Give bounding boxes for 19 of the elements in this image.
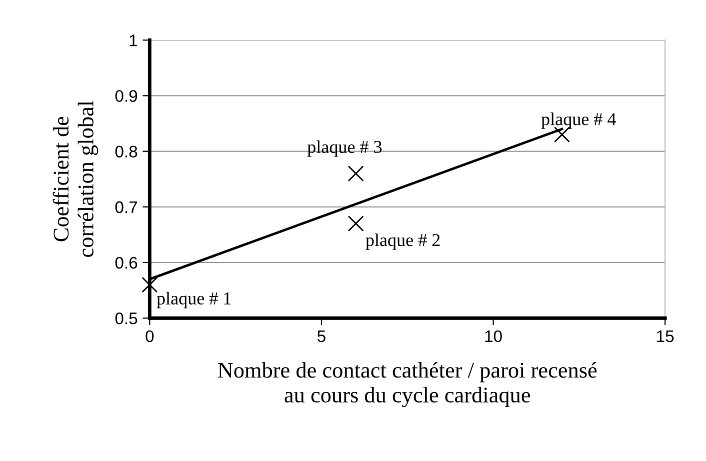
x-tick-label: 0 (146, 330, 154, 342)
annotation: plaque # 1 (156, 292, 231, 308)
y-tick-label: 0.5 (115, 312, 138, 324)
point (348, 166, 364, 182)
x-tick-label: 5 (318, 330, 326, 342)
y-tick-label: 1 (130, 34, 138, 46)
point (142, 276, 158, 293)
y-axis-title: Coefficient de corrélation global (52, 100, 98, 257)
annotation: plaque # 2 (366, 233, 440, 250)
point (348, 216, 364, 232)
y-tick-label: 0.7 (115, 201, 138, 214)
y-tick-label: 0.8 (115, 146, 138, 158)
y-tick-label: 0.6 (115, 256, 138, 269)
y-tick-label: 0.9 (115, 90, 138, 102)
annotation: plaque # 4 (541, 112, 616, 129)
annotation: plaque # 3 (307, 140, 382, 157)
x-axis-title: Nombre de contact cathéter / paroi recensé au cours du cycle cardiaque (218, 362, 597, 408)
x-tick-label: 15 (657, 330, 674, 342)
x-tick-label: 10 (485, 330, 502, 342)
